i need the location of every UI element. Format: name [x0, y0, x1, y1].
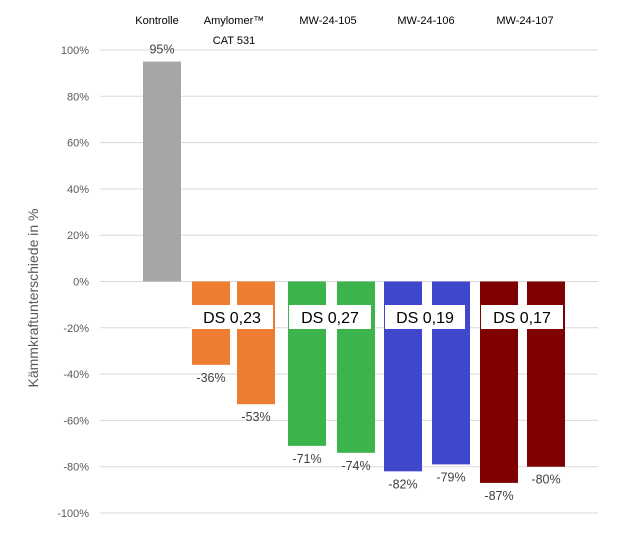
bar: [237, 281, 275, 405]
ds-label-box: [385, 305, 465, 329]
ds-label: DS 0,17: [493, 310, 551, 327]
y-tick-label: -100%: [57, 508, 89, 520]
group-label-line2: CAT 531: [213, 35, 255, 47]
value-labels: 95% -36% -53% -71% -74% -82% -79% -87% -80%: [149, 43, 560, 503]
y-tick-label: -60%: [63, 415, 89, 427]
value-label: -79%: [436, 470, 465, 484]
y-tick-label: 40%: [67, 184, 89, 196]
y-tick-labels: 100% 80% 60% 40% 20% 0% -20% -40% -60% -80% -100%: [57, 45, 89, 520]
y-tick-label: -40%: [63, 369, 89, 381]
y-tick-label: 0%: [73, 277, 89, 289]
value-label: -87%: [484, 489, 513, 503]
value-label: -36%: [196, 371, 225, 385]
value-label: -80%: [531, 473, 560, 487]
value-label: -53%: [241, 410, 270, 424]
group-label: Amylomer™: [204, 15, 265, 27]
y-tick-label: 60%: [67, 138, 89, 150]
ds-label-box: [191, 305, 273, 329]
ds-label: DS 0,27: [301, 310, 359, 327]
bar: [143, 61, 181, 282]
value-label: -74%: [341, 459, 370, 473]
y-axis-label: Kämmkraftunterschiede in %: [25, 209, 41, 388]
group-label: MW-24-105: [299, 15, 356, 27]
ds-labels: DS 0,23 DS 0,27 DS 0,19 DS 0,17: [191, 305, 563, 329]
ds-label: DS 0,23: [203, 310, 261, 327]
value-label: -82%: [388, 477, 417, 491]
y-tick-label: 100%: [61, 45, 89, 57]
ds-label: DS 0,19: [396, 310, 454, 327]
y-tick-label: -80%: [63, 462, 89, 474]
value-label: -71%: [292, 452, 321, 466]
group-label: MW-24-106: [397, 15, 454, 27]
group-label: MW-24-107: [496, 15, 553, 27]
y-tick-label: 20%: [67, 230, 89, 242]
bars: [143, 61, 565, 483]
value-label: 95%: [149, 43, 174, 57]
ds-label-box: [289, 305, 371, 329]
group-labels: Kontrolle Amylomer™ CAT 531 MW-24-105 MW-24-…: [135, 15, 553, 47]
group-label: Kontrolle: [135, 15, 178, 27]
y-tick-label: 80%: [67, 91, 89, 103]
ds-label-box: [481, 305, 563, 329]
y-tick-label: -20%: [63, 323, 89, 335]
